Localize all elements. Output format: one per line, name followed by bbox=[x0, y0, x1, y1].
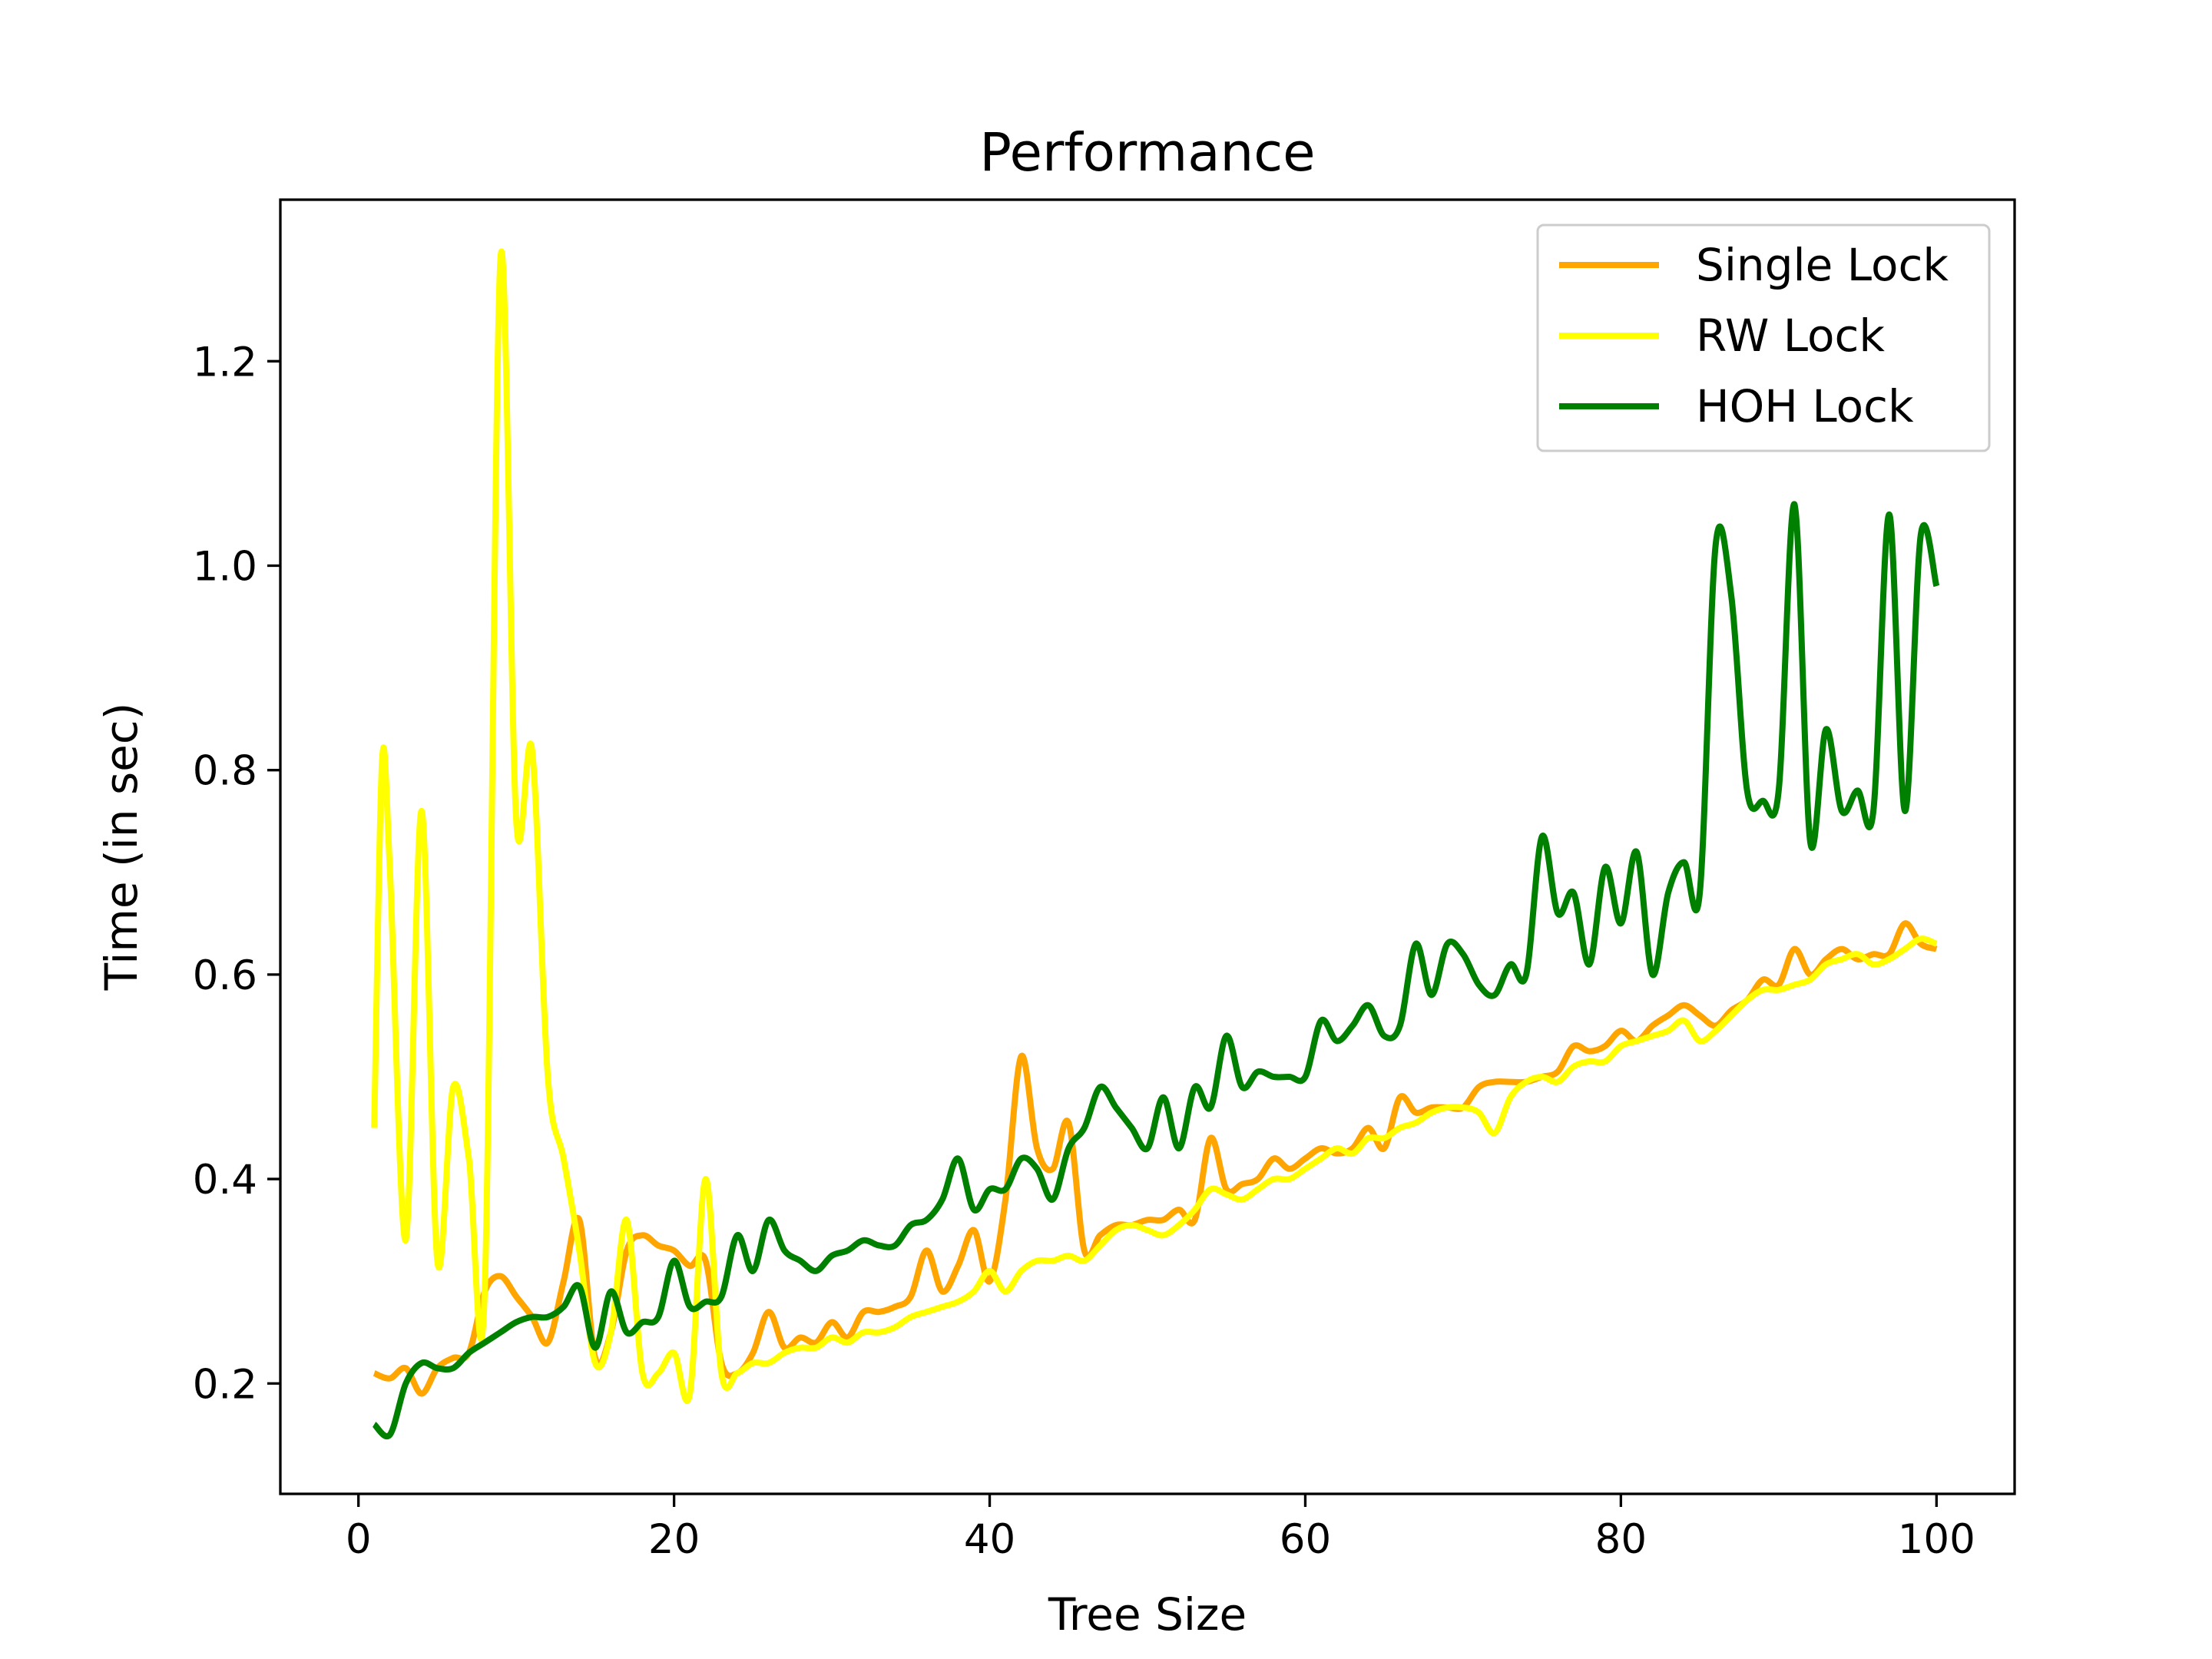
plot-area bbox=[279, 198, 2016, 1495]
plot-frame bbox=[279, 198, 2016, 1495]
x-axis-label: Tree Size bbox=[1048, 1588, 1247, 1641]
y-tick-label: 0.2 bbox=[193, 1361, 257, 1408]
series-line-2 bbox=[371, 248, 1938, 1405]
y-axis-label: Time (in sec) bbox=[95, 703, 147, 992]
legend-label-2: RW Lock bbox=[1696, 310, 1885, 362]
series-line-3 bbox=[372, 501, 1940, 1439]
x-tick-label: 40 bbox=[964, 1516, 1015, 1563]
y-tick-label: 0.6 bbox=[193, 952, 257, 999]
x-tick-label: 0 bbox=[346, 1516, 372, 1563]
y-axis-ticks: 0.2 0.4 0.6 0.8 1.0 1.2 bbox=[193, 339, 280, 1408]
legend-label-3: HOH Lock bbox=[1696, 380, 1914, 432]
x-tick-label: 100 bbox=[1898, 1516, 1975, 1563]
legend-label-1: Single Lock bbox=[1696, 239, 1949, 291]
series-layer bbox=[371, 248, 1940, 1439]
y-tick-label: 1.2 bbox=[193, 339, 257, 386]
y-tick-label: 0.8 bbox=[193, 748, 257, 795]
legend: Single Lock RW Lock HOH Lock bbox=[1536, 224, 1991, 452]
y-tick-label: 1.0 bbox=[193, 543, 257, 590]
x-tick-label: 60 bbox=[1280, 1516, 1331, 1563]
x-tick-label: 80 bbox=[1595, 1516, 1647, 1563]
y-tick-label: 0.4 bbox=[193, 1157, 257, 1204]
x-axis-ticks: 0 20 40 60 80 100 bbox=[346, 1494, 1975, 1563]
legend-box bbox=[1536, 224, 1991, 452]
x-tick-label: 20 bbox=[648, 1516, 700, 1563]
chart-title: Performance bbox=[979, 122, 1315, 184]
